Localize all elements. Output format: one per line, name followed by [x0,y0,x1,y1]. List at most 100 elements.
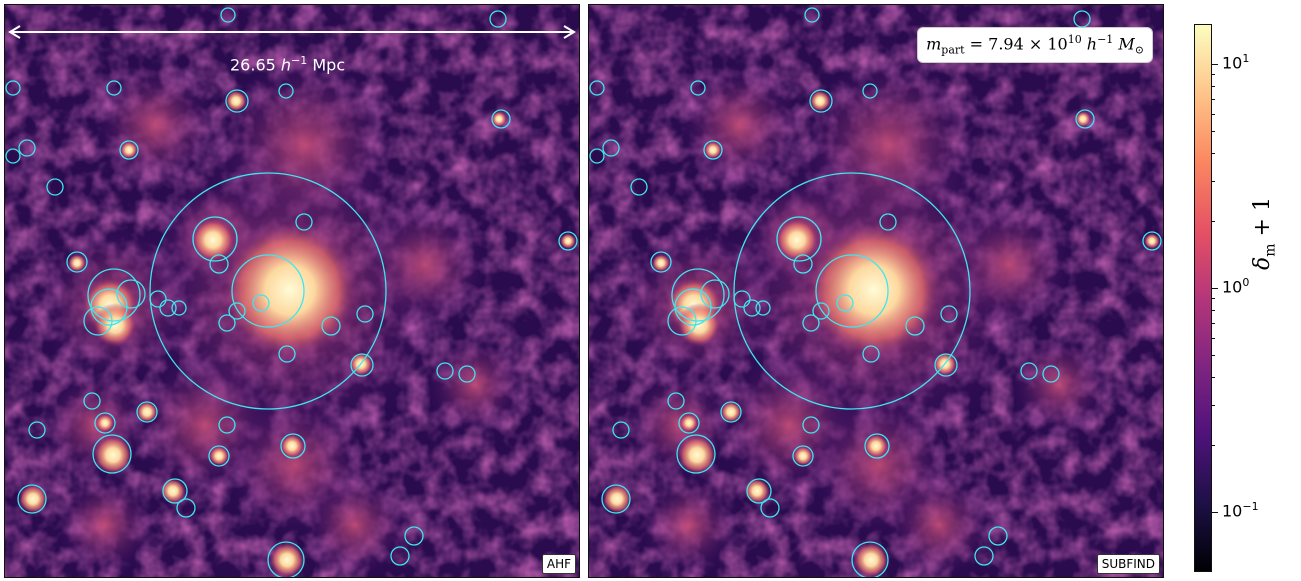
density-peak [18,484,48,514]
halo-circle [1142,231,1162,251]
halo-circle [491,109,511,129]
halo-circle [974,546,994,566]
halo-circle [802,416,820,434]
halo-circle [46,178,64,196]
mass-sun-symbol: ⊙ [1134,43,1144,57]
halo-circle [804,7,820,23]
colorbar-tick-minor [1212,298,1215,299]
panel-label-ahf: AHF [541,554,576,574]
scale-unit: Mpc [312,55,346,75]
halo-circle [755,300,771,316]
halo-circle [218,416,236,434]
halo-circle [720,401,742,423]
halo-circle [458,365,476,383]
halo-circle [809,89,833,113]
halo-circles-right [589,7,1162,577]
halo-circle [851,541,889,577]
density-peak [280,434,304,458]
density-map-subfind: mpart = 7.94 × 1010 h−1 M⊙ SUBFIND [588,4,1164,578]
particle-mass-label: mpart = 7.94 × 1010 h−1 M⊙ [917,27,1153,63]
density-peak [120,141,138,159]
mass-symbol: m [926,34,942,54]
colorbar-tick-minor [1212,445,1215,446]
halo-circle [225,89,249,113]
halo-circle [802,314,820,332]
filament-glow [215,55,395,235]
density-peak [853,542,889,577]
density-peak [160,478,186,504]
colorbar-tick-major [1212,512,1218,513]
halo-circle [703,140,723,160]
halo-circle [278,345,296,363]
halo-circle [83,306,113,336]
halo-circle [700,279,730,309]
halo-circle [733,172,971,410]
scale-length-label: 26.65 h−1 Mpc [230,54,345,74]
density-peak [744,478,770,504]
halo-circle [678,412,700,434]
filament-glow [799,55,979,235]
density-map-ahf: AHF [4,4,580,578]
density-peak [269,542,305,577]
halo-circle [436,362,454,380]
halo-circle [489,10,507,28]
density-peak [652,254,670,272]
halo-circle [760,498,780,518]
halo-circle [879,213,897,231]
halo-circles-left [5,7,578,577]
halo-circle [18,139,36,157]
halo-circle [66,251,88,273]
halo-circle [940,305,958,323]
scale-exponent: −1 [291,54,308,67]
colorbar-tick-minor [1212,131,1215,132]
halo-circle [733,290,751,308]
mass-subscript: part [941,43,965,57]
density-peak [68,254,86,272]
colorbar-tick-minor [1212,86,1215,87]
filament-glow [638,474,740,576]
density-peak [560,233,576,249]
colorbar-tick-minor [1212,114,1215,115]
halo-circle [601,484,631,514]
halo-circle [220,7,236,23]
halo-circle [87,268,141,322]
colorbar-tick-minor [1212,323,1215,324]
halo-circle [159,299,177,317]
halo-circle [149,172,387,410]
colorbar-tick-major [1212,288,1218,289]
halo-circle [267,541,305,577]
density-peak [191,218,235,262]
halo-circle [176,498,196,518]
halo-circle [350,353,374,377]
density-peak [491,111,507,127]
halo-circle [83,392,101,410]
mass-value: = 7.94 × 10 [964,34,1068,54]
halo-circle [676,434,716,474]
halo-circle [862,345,880,363]
halo-circle [743,299,761,317]
density-peak [804,220,944,360]
halo-circle [589,148,605,164]
density-peak [677,303,721,347]
halo-circle [136,401,158,423]
halo-circle [793,254,813,274]
halo-circle [228,302,246,320]
density-peak [93,435,133,475]
halo-circle [589,80,605,96]
density-peak [677,435,717,475]
halo-circle [864,433,890,459]
halo-circle [28,421,46,439]
colorbar-tick-minor [1212,181,1215,182]
halo-circle [106,80,122,96]
halo-circle [667,306,697,336]
halo-circle [988,526,1008,546]
mass-h-exponent: −1 [1097,33,1114,46]
mass-unit: M [1113,34,1135,54]
halo-circle [671,268,725,322]
halo-circle [612,421,630,439]
scale-arrow [8,25,576,39]
halo-circle [776,216,822,262]
halo-circle [5,148,21,164]
halo-circle [1020,362,1038,380]
halo-circle [1042,365,1060,383]
